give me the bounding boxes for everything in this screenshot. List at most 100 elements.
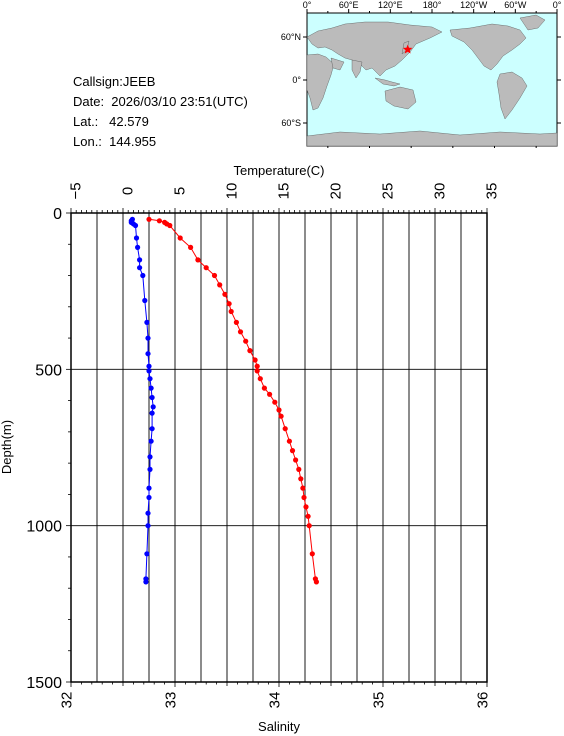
temperature-point: [267, 391, 273, 397]
minor-ticks: [66, 208, 488, 687]
salinity-point: [146, 485, 152, 491]
temperature-point: [306, 523, 312, 529]
temperature-point: [261, 385, 267, 391]
salinity-point: [135, 244, 141, 250]
temperature-point: [217, 282, 223, 288]
map-lon-label: 60°W: [504, 0, 527, 10]
salinity-tick-label: 35: [371, 692, 388, 709]
temperature-point: [305, 513, 311, 519]
temperature-point: [146, 216, 152, 222]
south-america-landmass: [496, 71, 528, 120]
salinity-tick-labels: 32 33 34 35 36: [59, 692, 492, 709]
plot-frame: [70, 212, 488, 683]
africa-landmass: [306, 53, 335, 111]
temperature-point: [254, 368, 260, 374]
salinity-point: [144, 551, 150, 557]
temperature-point: [156, 218, 162, 224]
map-lat-label: 60°N: [281, 32, 301, 42]
salinity-tick-label: 32: [59, 692, 76, 709]
eurasia-landmass: [306, 21, 443, 77]
depth-tick-label: 500: [35, 362, 62, 379]
salinity-point: [146, 494, 152, 501]
temperature-point: [195, 257, 201, 263]
temperature-axis-label: Temperature(C): [233, 163, 324, 178]
salinity-point: [143, 579, 149, 585]
indonesia-landmass: [374, 77, 401, 87]
map-lon-label: 120°E: [378, 0, 403, 10]
temperature-point: [309, 551, 315, 557]
temperature-point: [298, 476, 304, 482]
temperature-point: [211, 272, 218, 279]
salinity-point: [144, 319, 150, 325]
temperature-tick-label: 5: [172, 187, 189, 195]
salinity-tick-label: 33: [163, 692, 180, 709]
temperature-tick-label: 30: [432, 183, 449, 200]
salinity-tick-label: 36: [475, 692, 492, 709]
temperature-point: [167, 222, 173, 229]
salinity-tick-label: 34: [267, 692, 284, 709]
temperature-tick-label: 0: [120, 187, 137, 195]
salinity-point: [146, 368, 152, 374]
date-text: Date: 2026/03/10 23:51(UTC): [73, 94, 248, 109]
temperature-point: [293, 457, 299, 463]
map-lon-label: 0°: [303, 0, 312, 10]
vertical-gridlines: [70, 213, 488, 682]
temperature-point: [177, 235, 183, 241]
data-series: [128, 216, 319, 585]
salinity-point: [147, 376, 153, 382]
australia-landmass: [384, 86, 417, 110]
salinity-point: [142, 297, 148, 304]
salinity-point: [148, 385, 154, 391]
salinity-point: [145, 523, 151, 529]
salinity-point: [132, 222, 139, 229]
salinity-point: [150, 404, 156, 410]
profile-chart: −5 0 5 10 15 20 25 30 35 32 33 34 35 36 0 500 1000 1500…: [0, 163, 501, 734]
antarctica-landmass: [306, 130, 558, 147]
temperature-point: [301, 494, 307, 501]
temperature-point: [313, 579, 319, 585]
station-star-icon: [402, 44, 413, 54]
temperature-point: [276, 407, 282, 413]
salinity-point: [137, 257, 143, 263]
temperature-point: [286, 438, 292, 444]
temperature-point: [247, 348, 253, 354]
salinity-point: [140, 272, 146, 279]
north-america-landmass: [449, 23, 527, 71]
temperature-tick-labels: −5 0 5 10 15 20 25 30 35: [68, 182, 501, 199]
salinity-point: [146, 363, 152, 369]
temperature-point: [228, 308, 234, 315]
land-masses: [306, 14, 558, 147]
salinity-axis-label: Salinity: [258, 719, 300, 734]
temperature-point: [203, 265, 209, 271]
map-latitude-labels: 60°N 0° 60°S: [281, 32, 302, 128]
map-longitude-labels: 0° 60°E 120°E 180° 120°W 60°W 0°: [303, 0, 562, 10]
station-marker: [402, 44, 413, 54]
temperature-point: [289, 448, 296, 454]
greenland-landmass: [519, 14, 546, 31]
temperature-point: [226, 301, 232, 307]
salinity-point: [137, 265, 143, 271]
salinity-point: [145, 335, 151, 341]
map-lat-label: 60°S: [281, 118, 301, 128]
depth-tick-label: 0: [53, 206, 62, 223]
map-lon-label: 120°W: [460, 0, 488, 10]
temperature-point: [237, 329, 244, 335]
temperature-tick-label: 20: [328, 183, 345, 200]
salinity-point: [149, 426, 155, 432]
salinity-point: [145, 351, 151, 357]
temperature-point: [254, 363, 260, 369]
temperature-point: [252, 357, 258, 363]
temperature-tick-label: 25: [380, 183, 397, 200]
salinity-point: [145, 510, 151, 516]
temperature-point: [303, 504, 309, 510]
temperature-tick-label: −5: [68, 182, 85, 199]
temperature-point: [243, 338, 249, 344]
temperature-point: [233, 319, 239, 325]
depth-axis-label: Depth(m): [0, 420, 14, 474]
temperature-tick-label: 15: [276, 183, 293, 200]
india-landmass: [351, 59, 363, 79]
map-lat-label: 0°: [292, 75, 301, 85]
map-graticule: [303, 9, 561, 148]
depth-tick-labels: 0 500 1000 1500: [26, 206, 62, 692]
